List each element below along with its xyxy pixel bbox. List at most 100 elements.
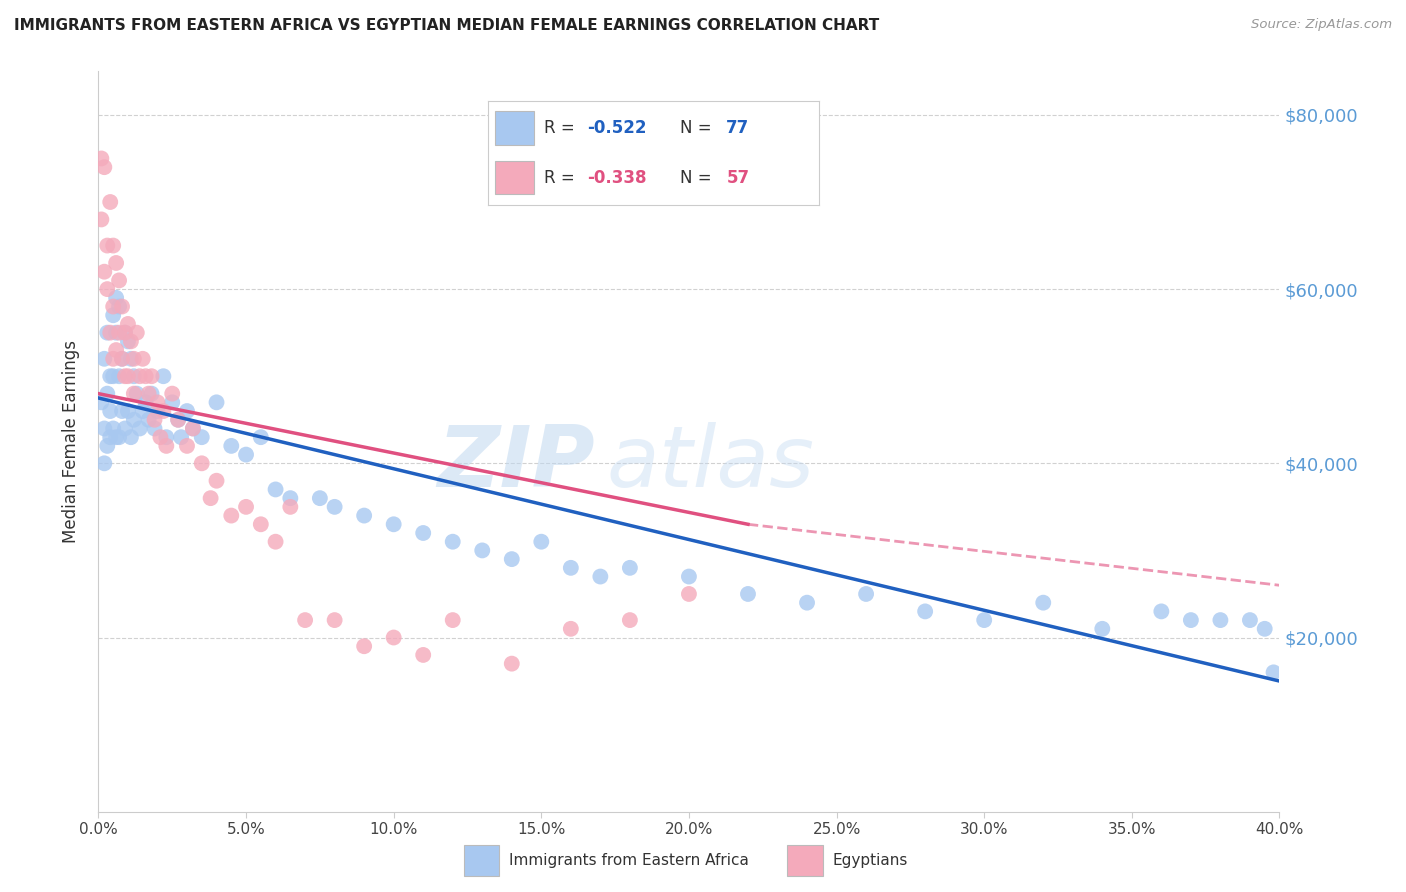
Point bbox=[103, 369, 125, 384]
Point bbox=[560, 622, 582, 636]
Point bbox=[98, 326, 121, 340]
Point bbox=[152, 404, 174, 418]
Point bbox=[90, 212, 112, 227]
Point bbox=[155, 439, 177, 453]
Point bbox=[141, 369, 163, 384]
Point bbox=[855, 587, 877, 601]
Point bbox=[264, 534, 287, 549]
Text: Source: ZipAtlas.com: Source: ZipAtlas.com bbox=[1251, 18, 1392, 31]
Point bbox=[560, 561, 582, 575]
Point bbox=[323, 500, 346, 514]
Text: ZIP: ZIP bbox=[437, 422, 595, 505]
Point bbox=[93, 265, 115, 279]
Point bbox=[96, 439, 118, 453]
Point bbox=[132, 351, 155, 366]
Point bbox=[412, 648, 434, 662]
Point bbox=[280, 500, 302, 514]
Text: IMMIGRANTS FROM EASTERN AFRICA VS EGYPTIAN MEDIAN FEMALE EARNINGS CORRELATION CH: IMMIGRANTS FROM EASTERN AFRICA VS EGYPTI… bbox=[14, 18, 879, 33]
Point bbox=[108, 430, 131, 444]
Point bbox=[111, 351, 134, 366]
Point bbox=[98, 430, 121, 444]
Point bbox=[353, 639, 375, 653]
Point bbox=[152, 369, 174, 384]
Point bbox=[619, 561, 641, 575]
Point bbox=[103, 238, 125, 252]
Point bbox=[98, 369, 121, 384]
Point bbox=[221, 439, 243, 453]
Point bbox=[441, 534, 464, 549]
Point bbox=[441, 613, 464, 627]
Point bbox=[412, 526, 434, 541]
Point bbox=[111, 300, 134, 314]
Point bbox=[103, 300, 125, 314]
Point bbox=[114, 369, 136, 384]
Point bbox=[146, 404, 169, 418]
Point bbox=[120, 351, 142, 366]
Point bbox=[122, 386, 145, 401]
Point bbox=[205, 474, 228, 488]
Point bbox=[914, 604, 936, 618]
Point bbox=[120, 334, 142, 349]
Y-axis label: Median Female Earnings: Median Female Earnings bbox=[62, 340, 80, 543]
Point bbox=[471, 543, 494, 558]
Point bbox=[501, 657, 523, 671]
Point bbox=[235, 448, 257, 462]
Point bbox=[1091, 622, 1114, 636]
Point bbox=[103, 308, 125, 322]
Text: Immigrants from Eastern Africa: Immigrants from Eastern Africa bbox=[509, 854, 749, 868]
Point bbox=[1180, 613, 1202, 627]
Point bbox=[264, 483, 287, 497]
Point bbox=[167, 413, 190, 427]
Point bbox=[117, 404, 139, 418]
Point bbox=[176, 404, 198, 418]
Point bbox=[181, 421, 204, 435]
Bar bbox=[787, 846, 823, 876]
Point bbox=[122, 369, 145, 384]
Point bbox=[1239, 613, 1261, 627]
Point bbox=[138, 413, 160, 427]
Point bbox=[191, 430, 214, 444]
Point bbox=[250, 430, 273, 444]
Point bbox=[93, 160, 115, 174]
Point bbox=[170, 430, 193, 444]
Point bbox=[125, 326, 148, 340]
Point bbox=[125, 386, 148, 401]
Point bbox=[737, 587, 759, 601]
Point bbox=[501, 552, 523, 566]
Point bbox=[309, 491, 332, 505]
Point bbox=[323, 613, 346, 627]
Point bbox=[382, 517, 405, 532]
Point bbox=[143, 413, 166, 427]
Point bbox=[221, 508, 243, 523]
Point bbox=[176, 439, 198, 453]
Point bbox=[135, 369, 157, 384]
Point bbox=[146, 395, 169, 409]
Point bbox=[1263, 665, 1285, 680]
Point bbox=[117, 317, 139, 331]
Point bbox=[105, 326, 128, 340]
Point bbox=[1209, 613, 1232, 627]
Point bbox=[96, 282, 118, 296]
Point bbox=[205, 395, 228, 409]
Point bbox=[353, 508, 375, 523]
Point bbox=[280, 491, 302, 505]
Point bbox=[96, 238, 118, 252]
Point bbox=[589, 569, 612, 583]
Point bbox=[294, 613, 316, 627]
Point bbox=[122, 351, 145, 366]
Point bbox=[250, 517, 273, 532]
Point bbox=[796, 596, 818, 610]
Point bbox=[117, 334, 139, 349]
Point bbox=[149, 430, 172, 444]
Point bbox=[162, 386, 183, 401]
Point bbox=[619, 613, 641, 627]
Point bbox=[128, 369, 150, 384]
Point bbox=[1150, 604, 1173, 618]
Point bbox=[678, 569, 700, 583]
Point bbox=[141, 386, 163, 401]
Point bbox=[128, 421, 150, 435]
Point bbox=[93, 351, 115, 366]
Point bbox=[98, 194, 121, 209]
Point bbox=[105, 291, 128, 305]
Point bbox=[973, 613, 995, 627]
